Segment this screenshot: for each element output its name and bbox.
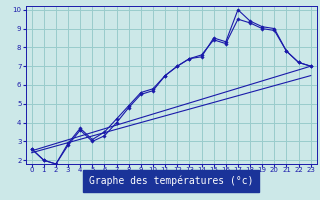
X-axis label: Graphe des températures (°c): Graphe des températures (°c) xyxy=(89,176,253,186)
